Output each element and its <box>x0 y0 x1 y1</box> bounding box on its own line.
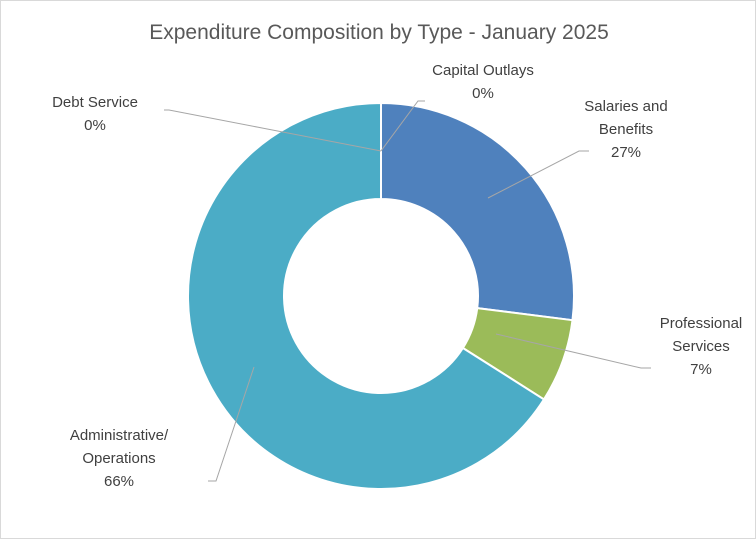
data-label-3: Debt Service 0% <box>52 94 138 134</box>
leader-line-2 <box>208 366 255 482</box>
leader-line-1 <box>495 333 651 369</box>
leader-line-0 <box>487 150 589 199</box>
leader-line-4 <box>380 100 425 152</box>
slice-0 <box>380 101 575 322</box>
leader-line-3 <box>164 109 382 152</box>
chart-title: Expenditure Composition by Type - Januar… <box>149 21 609 44</box>
data-label-2: Administrative/Operations 66% <box>70 427 169 490</box>
slice-2 <box>187 101 546 490</box>
data-label-0: Salaries and Benefits 27% <box>584 98 667 161</box>
data-label-4: Capital Outlays 0% <box>432 62 534 102</box>
data-label-1: Professional Services 7% <box>660 315 743 378</box>
